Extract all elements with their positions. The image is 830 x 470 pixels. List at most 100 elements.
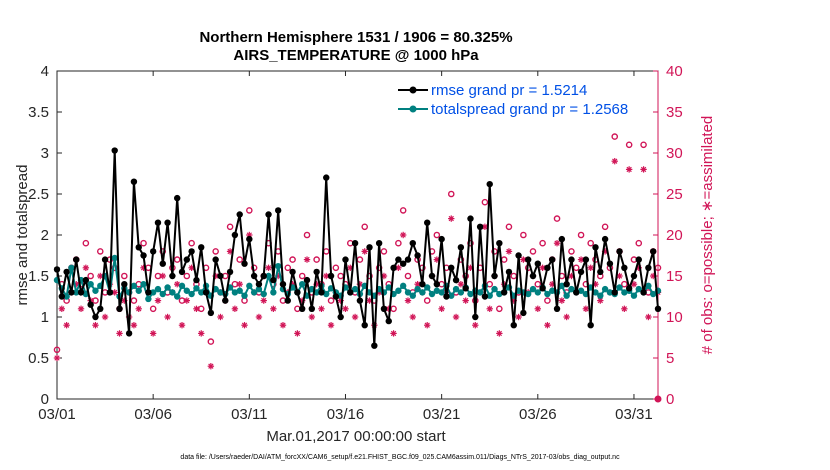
asterisk-stroke	[150, 330, 156, 337]
asterisk-stroke	[621, 306, 628, 312]
rmse-point	[640, 289, 647, 296]
totalspread-point	[563, 292, 570, 299]
obs-assimilated-point	[486, 305, 493, 312]
asterisk-stroke	[554, 240, 560, 246]
obs-possible-point	[130, 297, 138, 304]
obs-possible-point	[534, 280, 542, 288]
obs-assimilated-point	[544, 322, 551, 329]
asterisk-stroke	[59, 306, 65, 312]
rmse-point	[106, 289, 114, 296]
asterisk-stroke	[578, 256, 584, 263]
left-tick-label: 4	[41, 63, 49, 80]
obs-assimilated-point	[270, 305, 277, 312]
asterisk-stroke	[256, 314, 262, 320]
obs-possible-point	[207, 338, 215, 345]
asterisk-stroke	[309, 314, 315, 320]
obs-possible-point	[284, 264, 292, 272]
asterisk-stroke	[366, 297, 373, 304]
obs-assimilated-point	[183, 297, 191, 304]
asterisk-stroke	[280, 322, 286, 328]
totalspread-point	[433, 287, 441, 294]
obs-possible-point	[212, 248, 219, 255]
asterisk-stroke	[261, 297, 267, 304]
totalspread-point	[135, 287, 142, 294]
asterisk-stroke	[304, 256, 310, 263]
obs-assimilated-point	[404, 297, 412, 304]
rmse-point	[318, 289, 325, 296]
asterisk-stroke	[136, 306, 142, 312]
obs-possible-point	[289, 256, 296, 263]
totalspread-point	[568, 285, 575, 293]
obs-possible-point	[640, 141, 647, 149]
asterisk-stroke	[270, 306, 277, 312]
rmse-point	[443, 293, 450, 300]
obs-assimilated-point	[63, 322, 70, 329]
totalspread-point	[630, 292, 638, 299]
rmse-point	[207, 309, 215, 317]
totalspread-point	[241, 292, 248, 299]
asterisk-stroke	[539, 265, 546, 271]
asterisk-stroke	[597, 297, 603, 304]
rmse-point	[111, 147, 118, 154]
obs-possible-point	[447, 190, 455, 198]
totalspread-point	[178, 282, 186, 290]
obs-assimilated-point	[308, 313, 316, 321]
totalspread-point	[265, 272, 272, 280]
rmse-point	[121, 281, 128, 288]
asterisk-stroke	[323, 273, 329, 279]
totalspread-point	[544, 290, 551, 298]
asterisk-stroke	[410, 314, 416, 320]
x-tick-label: 03/01	[38, 406, 76, 423]
obs-possible-point	[313, 256, 320, 263]
asterisk-stroke	[640, 166, 647, 173]
rmse-point	[332, 293, 340, 300]
rmse-point	[549, 256, 556, 263]
rmse-point	[601, 235, 609, 243]
x-tick-label: 03/31	[615, 406, 653, 423]
obs-assimilated-point	[409, 313, 416, 321]
asterisk-stroke	[616, 273, 623, 279]
asterisk-stroke	[506, 248, 512, 255]
obs-possible-point	[140, 239, 147, 247]
obs-assimilated-point	[303, 256, 311, 263]
rmse-point	[202, 289, 210, 296]
rmse-point	[313, 268, 320, 276]
asterisk-stroke	[294, 330, 301, 337]
totalspread-point	[428, 290, 436, 298]
rmse-point	[116, 305, 123, 312]
rmse-line	[56, 150, 659, 346]
obs-possible-point	[625, 141, 633, 149]
obs-assimilated-point	[92, 322, 99, 329]
totalspread-point	[404, 289, 412, 296]
totalspread-point	[558, 282, 566, 290]
obs-assimilated-point	[116, 330, 123, 337]
rmse-point	[58, 293, 66, 300]
totalspread-point	[231, 289, 239, 296]
rmse-point	[241, 260, 248, 267]
right-axis-zero-marker	[654, 395, 662, 403]
totalspread-point	[193, 285, 200, 292]
rmse-point	[616, 248, 623, 255]
right-tick-label: 10	[666, 309, 683, 326]
rmse-point	[645, 264, 652, 271]
obs-assimilated-point	[534, 305, 541, 312]
rmse-point	[520, 309, 527, 317]
totalspread-point	[174, 293, 181, 300]
totalspread-point	[140, 281, 147, 288]
asterisk-stroke	[458, 281, 464, 287]
x-tick-label: 03/06	[134, 406, 172, 423]
asterisk-stroke	[78, 306, 84, 312]
obs-assimilated-point	[515, 313, 522, 321]
rmse-point	[621, 264, 628, 271]
totalspread-point	[246, 282, 253, 290]
rmse-point	[544, 264, 551, 271]
totalspread-point	[438, 289, 445, 296]
rmse-point	[149, 248, 157, 255]
rmse-point	[231, 231, 239, 239]
x-axis-label: Mar.01,2017 00:00:00 start	[266, 428, 446, 445]
obs-assimilated-point	[625, 166, 633, 173]
asterisk-stroke	[424, 322, 430, 328]
right-tick-label: 40	[666, 63, 683, 80]
rmse-point	[92, 313, 99, 321]
asterisk-stroke	[102, 314, 108, 320]
